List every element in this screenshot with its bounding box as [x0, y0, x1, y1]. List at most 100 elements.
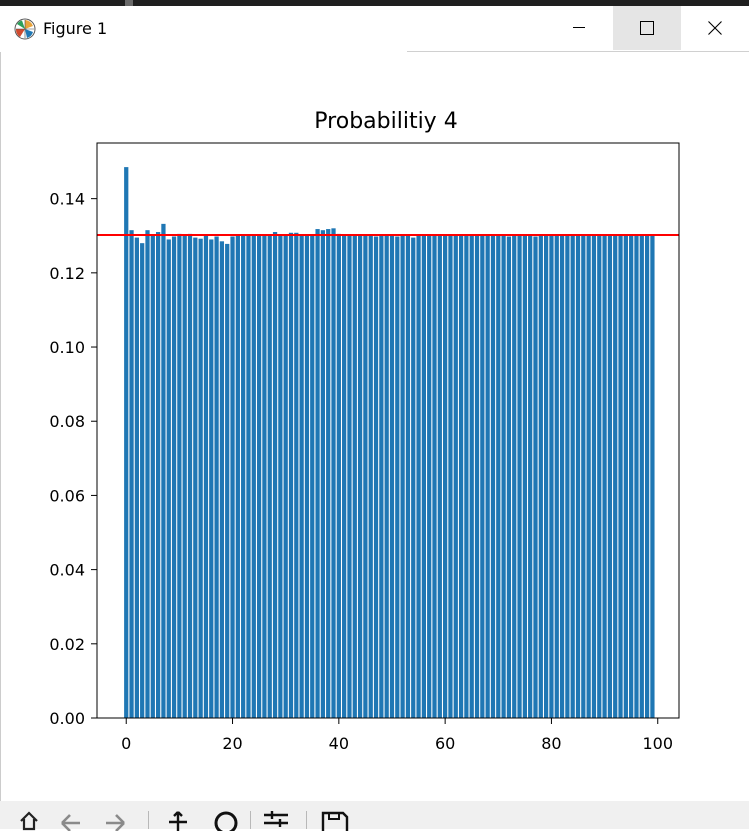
- bar-68: [485, 235, 490, 719]
- top-strip-gap: [125, 0, 133, 6]
- bar-37: [320, 230, 326, 718]
- bar-49: [384, 235, 389, 719]
- bar-70: [496, 235, 501, 719]
- close-button[interactable]: [681, 6, 749, 50]
- bar-33: [299, 235, 304, 718]
- axes-frame: [96, 142, 680, 719]
- bar-50: [389, 235, 395, 719]
- bar-56: [421, 235, 426, 718]
- configure-subplots-button[interactable]: [258, 809, 294, 831]
- minimize-button[interactable]: [545, 6, 613, 50]
- bar-12: [187, 233, 193, 718]
- bar-94: [623, 235, 628, 719]
- bar-40: [336, 233, 341, 718]
- window-title: Figure 1: [43, 19, 108, 38]
- bar-6: [156, 232, 161, 718]
- bar-58: [432, 235, 437, 719]
- bar-31: [288, 232, 294, 718]
- bar-73: [512, 235, 517, 719]
- bar-90: [602, 235, 607, 719]
- back-button[interactable]: [52, 809, 88, 831]
- bar-71: [501, 235, 506, 718]
- bar-28: [272, 232, 278, 718]
- bar-96: [634, 235, 639, 719]
- bar-42: [347, 235, 352, 719]
- bar-86: [581, 235, 586, 719]
- bar-39: [331, 228, 336, 718]
- bar-93: [618, 235, 623, 719]
- bar-34: [304, 235, 310, 719]
- matplotlib-icon: [14, 18, 36, 40]
- bar-78: [538, 235, 543, 719]
- bar-35: [310, 235, 315, 719]
- bar-91: [607, 235, 613, 719]
- bar-29: [278, 234, 283, 718]
- bar-5: [150, 235, 155, 719]
- bar-99: [650, 235, 655, 719]
- title-bar[interactable]: Figure 1: [0, 6, 749, 52]
- x-tick-label: 60: [435, 734, 455, 753]
- bar-66: [474, 235, 480, 719]
- pan-button[interactable]: [160, 809, 196, 831]
- configure-subplots-icon: [264, 811, 288, 827]
- maximize-button[interactable]: [613, 6, 681, 50]
- toolbar-separator: [250, 811, 251, 829]
- bar-63: [458, 235, 464, 718]
- zoom-button[interactable]: [206, 809, 246, 831]
- bar-22: [241, 235, 246, 719]
- bar-67: [480, 235, 485, 719]
- bar-41: [342, 235, 347, 718]
- bar-44: [357, 235, 363, 719]
- bar-52: [400, 235, 405, 719]
- bar-15: [203, 235, 209, 719]
- bar-9: [171, 236, 177, 719]
- bar-0: [124, 167, 129, 719]
- bar-21: [235, 235, 240, 719]
- bar-65: [469, 235, 474, 719]
- minimize-icon: [573, 27, 585, 28]
- toolbar-separator: [148, 811, 149, 829]
- bar-16: [209, 239, 214, 718]
- forward-button[interactable]: [98, 809, 134, 831]
- bar-80: [549, 235, 554, 718]
- bar-17: [214, 236, 219, 719]
- bar-47: [373, 236, 379, 719]
- bar-84: [570, 235, 575, 719]
- bar-26: [262, 235, 267, 718]
- window-left-edge: [0, 52, 1, 829]
- bar-25: [256, 235, 262, 719]
- x-tick-label: 20: [222, 734, 242, 753]
- close-icon: [708, 21, 722, 35]
- navigation-toolbar: [0, 801, 749, 831]
- save-icon: [321, 811, 349, 831]
- bar-85: [575, 235, 581, 719]
- x-tick-label: 0: [121, 734, 131, 753]
- y-tick-label: 0.08: [49, 412, 85, 431]
- bar-77: [533, 236, 538, 719]
- bar-62: [453, 235, 458, 719]
- figure-canvas[interactable]: Probabilitiy 4 0.000.020.040.060.080.100…: [0, 52, 749, 800]
- forward-icon: [106, 814, 125, 831]
- y-tick-label: 0.06: [49, 486, 85, 505]
- bar-19: [225, 243, 230, 718]
- bar-61: [448, 235, 453, 719]
- bar-57: [427, 235, 432, 719]
- save-button[interactable]: [314, 809, 354, 831]
- home-icon: [20, 811, 38, 831]
- bar-79: [544, 235, 549, 719]
- bar-48: [379, 235, 384, 719]
- bar-24: [251, 235, 256, 719]
- bar-20: [230, 236, 235, 719]
- zoom-icon: [214, 811, 238, 831]
- bar-30: [283, 235, 288, 718]
- back-icon: [61, 814, 80, 831]
- home-button[interactable]: [14, 809, 44, 831]
- bar-95: [629, 235, 634, 719]
- x-axis-ticks: 0 20 40 60 80 100: [121, 718, 673, 753]
- bar-92: [613, 235, 618, 719]
- y-tick-label: 0.00: [49, 709, 85, 728]
- bar-32: [294, 232, 299, 718]
- y-tick-label: 0.14: [49, 190, 85, 209]
- maximize-icon: [640, 21, 654, 35]
- bar-7: [161, 223, 166, 718]
